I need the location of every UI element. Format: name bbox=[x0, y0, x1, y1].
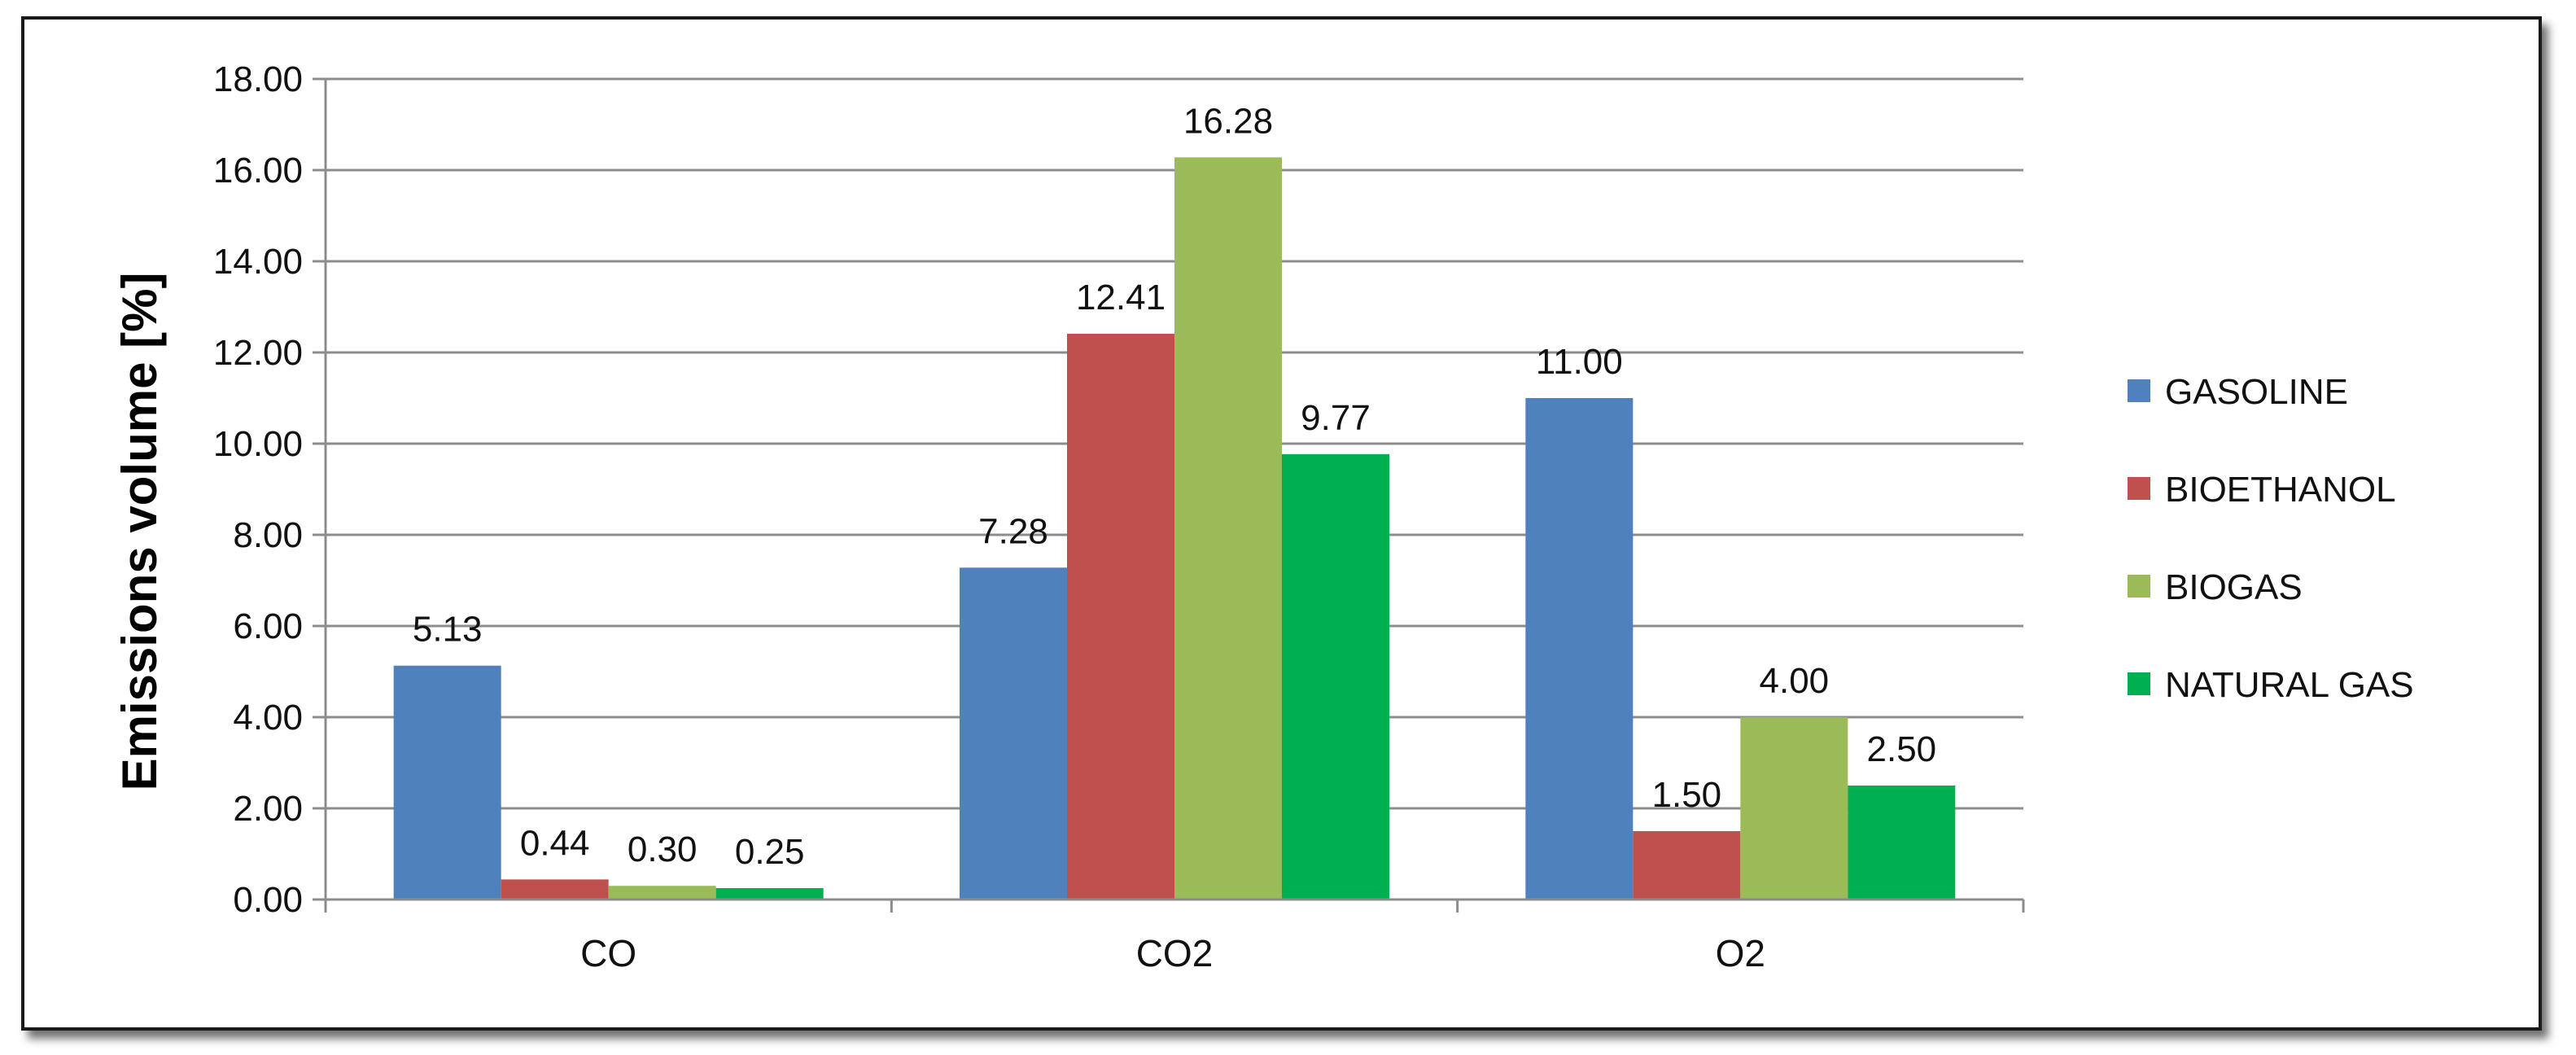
bar bbox=[1174, 157, 1282, 900]
data-label: 16.28 bbox=[1183, 101, 1273, 141]
data-label: 5.13 bbox=[413, 610, 483, 650]
chart-frame: 0.00 2.00 4.00 6.00 8.00 10.00 12.00 14.00 16.00… bbox=[21, 16, 2542, 1031]
data-label: 0.30 bbox=[628, 830, 698, 869]
y-axis-title: Emissions volume [%] bbox=[112, 273, 167, 791]
legend-label: BIOGAS bbox=[2165, 567, 2303, 607]
data-label: 9.77 bbox=[1301, 398, 1371, 438]
bar bbox=[501, 879, 609, 900]
legend-label: GASOLINE bbox=[2165, 372, 2348, 412]
bar bbox=[1282, 453, 1389, 900]
chart-svg: 0.00 2.00 4.00 6.00 8.00 10.00 12.00 14.00 16.00… bbox=[112, 59, 2414, 974]
bar bbox=[1525, 398, 1634, 900]
y-tick-label: 0.00 bbox=[233, 880, 303, 920]
x-tick-label: CO bbox=[580, 932, 636, 974]
legend-swatch bbox=[2128, 672, 2150, 695]
data-label: 4.00 bbox=[1760, 661, 1830, 701]
data-label: 7.28 bbox=[978, 511, 1048, 551]
legend-label: BIOETHANOL bbox=[2165, 470, 2396, 510]
y-tick-label: 16.00 bbox=[213, 151, 303, 190]
data-labels: 5.13 7.28 11.00 0.44 12.41 1.50 0.30 16.28 4.00 0… bbox=[413, 101, 1936, 872]
bar bbox=[393, 665, 501, 900]
y-tick-label: 14.00 bbox=[213, 242, 303, 282]
data-label: 0.44 bbox=[520, 823, 590, 863]
data-label: 0.25 bbox=[735, 832, 805, 872]
bars bbox=[393, 157, 1956, 900]
legend-swatch bbox=[2128, 477, 2150, 500]
y-tick-label: 2.00 bbox=[233, 789, 303, 829]
axes: 0.00 2.00 4.00 6.00 8.00 10.00 12.00 14.00 16.00… bbox=[213, 59, 2025, 974]
legend-swatch bbox=[2128, 379, 2150, 402]
data-label: 12.41 bbox=[1076, 278, 1166, 317]
y-tick-label: 10.00 bbox=[213, 424, 303, 464]
y-tick-label: 12.00 bbox=[213, 333, 303, 373]
x-tick-label: O2 bbox=[1716, 932, 1765, 974]
y-tick-label: 8.00 bbox=[233, 515, 303, 555]
bar bbox=[960, 567, 1067, 900]
bar bbox=[1848, 786, 1956, 900]
bar bbox=[715, 888, 824, 900]
y-tick-label: 4.00 bbox=[233, 698, 303, 738]
x-tick-label: CO2 bbox=[1136, 932, 1214, 974]
y-tick-label: 6.00 bbox=[233, 606, 303, 646]
data-label: 11.00 bbox=[1536, 342, 1623, 382]
y-tick-label: 18.00 bbox=[213, 59, 303, 99]
data-label: 2.50 bbox=[1867, 729, 1937, 769]
legend: GASOLINE BIOETHANOL BIOGAS NATURAL GAS bbox=[2128, 372, 2414, 705]
data-label: 1.50 bbox=[1652, 775, 1722, 815]
legend-label: NATURAL GAS bbox=[2165, 665, 2414, 705]
bar bbox=[1633, 831, 1741, 900]
bar bbox=[1740, 717, 1848, 900]
legend-swatch bbox=[2128, 575, 2150, 598]
bar bbox=[608, 886, 716, 900]
bar bbox=[1067, 334, 1174, 900]
